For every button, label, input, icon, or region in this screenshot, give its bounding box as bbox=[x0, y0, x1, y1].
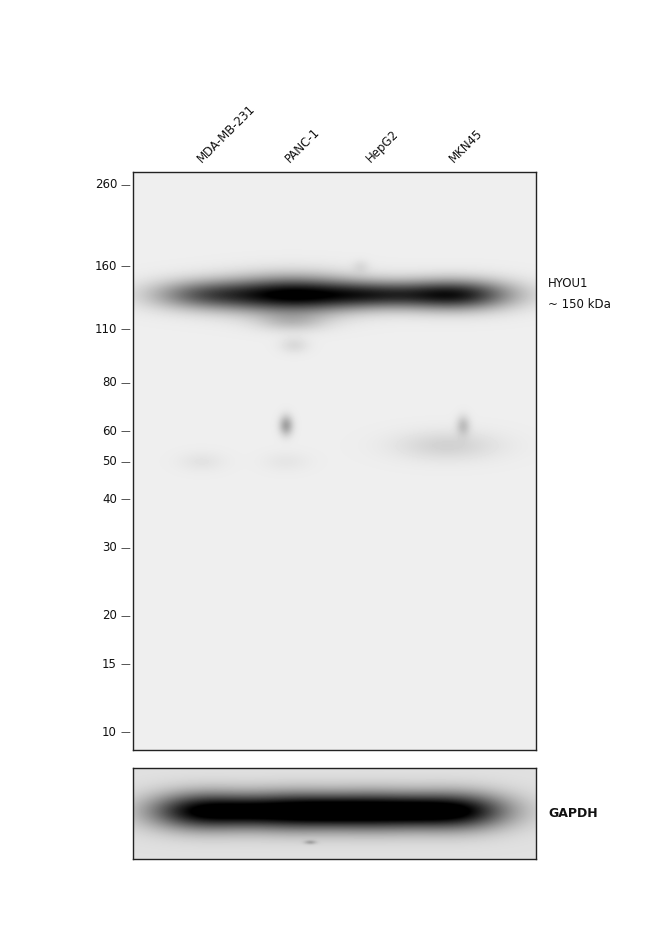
Text: MKN45: MKN45 bbox=[447, 127, 485, 165]
Text: 50: 50 bbox=[102, 456, 117, 469]
Text: —: — bbox=[120, 542, 130, 553]
Text: 60: 60 bbox=[102, 425, 117, 438]
Text: 15: 15 bbox=[102, 658, 117, 671]
Text: ~ 150 kDa: ~ 150 kDa bbox=[548, 298, 611, 310]
Text: GAPDH: GAPDH bbox=[548, 807, 597, 820]
Text: —: — bbox=[120, 261, 130, 271]
Text: —: — bbox=[120, 324, 130, 335]
Text: —: — bbox=[120, 426, 130, 436]
Text: 30: 30 bbox=[102, 541, 117, 555]
Text: —: — bbox=[120, 611, 130, 621]
Text: HYOU1: HYOU1 bbox=[548, 278, 588, 290]
Text: —: — bbox=[120, 495, 130, 504]
Text: 110: 110 bbox=[95, 322, 117, 336]
Text: 20: 20 bbox=[102, 610, 117, 623]
Text: HepG2: HepG2 bbox=[364, 128, 402, 165]
Text: 260: 260 bbox=[95, 178, 117, 191]
Text: 80: 80 bbox=[102, 377, 117, 390]
Text: PANC-1: PANC-1 bbox=[283, 125, 323, 165]
Text: MDA-MB-231: MDA-MB-231 bbox=[194, 102, 257, 165]
Text: —: — bbox=[120, 659, 130, 669]
Text: —: — bbox=[120, 180, 130, 190]
Text: 40: 40 bbox=[102, 493, 117, 506]
Text: —: — bbox=[120, 457, 130, 467]
Text: 10: 10 bbox=[102, 726, 117, 739]
Text: —: — bbox=[120, 728, 130, 737]
Text: 160: 160 bbox=[95, 260, 117, 273]
Text: —: — bbox=[120, 378, 130, 388]
